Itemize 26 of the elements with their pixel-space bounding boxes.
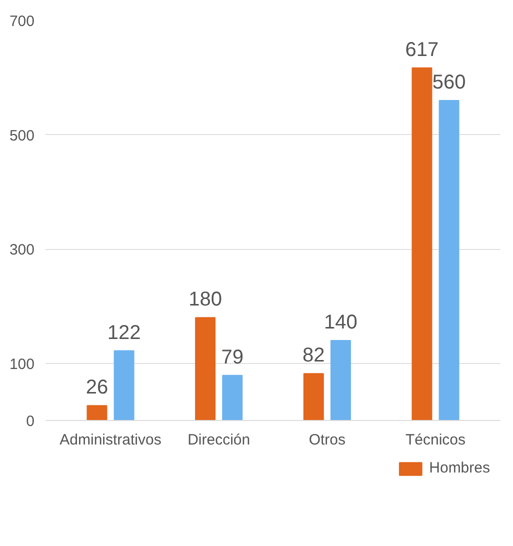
y-tick-label: 300 [9, 242, 35, 259]
bar [114, 350, 134, 420]
data-label: 122 [107, 322, 141, 344]
data-label: 560 [432, 72, 466, 94]
x-tick-label: Otros [308, 432, 346, 448]
bar [222, 374, 243, 420]
bar [195, 317, 216, 420]
bar [412, 67, 432, 420]
y-tick-label: 100 [9, 356, 35, 373]
x-tick-label: Dirección [188, 432, 250, 448]
data-label: 79 [221, 346, 244, 368]
y-tick-label: 500 [9, 127, 35, 144]
bar [330, 340, 351, 420]
data-label: 82 [302, 344, 325, 367]
y-tick-label: 700 [9, 13, 35, 30]
bar [86, 405, 108, 420]
data-label: 26 [86, 376, 108, 399]
data-label: 140 [324, 312, 358, 334]
data-label: 180 [188, 288, 222, 311]
legend-label: Hombres [429, 460, 490, 476]
y-tick-label: 0 [26, 413, 34, 430]
x-tick-label: Administrativos [60, 432, 162, 448]
bar [303, 373, 324, 420]
bar [438, 100, 460, 420]
x-tick-label: Técnicos [405, 432, 466, 448]
data-label: 617 [405, 38, 439, 61]
